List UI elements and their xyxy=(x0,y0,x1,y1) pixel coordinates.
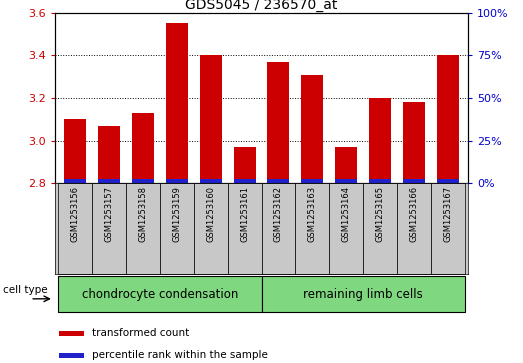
Bar xyxy=(234,147,256,183)
Bar xyxy=(166,23,188,183)
Bar xyxy=(403,102,425,183)
Bar xyxy=(369,98,391,183)
Text: GSM1253161: GSM1253161 xyxy=(240,186,249,242)
Bar xyxy=(329,183,363,274)
Bar xyxy=(59,331,84,336)
Bar xyxy=(166,179,188,183)
Bar xyxy=(301,74,323,183)
Bar xyxy=(369,179,391,183)
Bar xyxy=(92,183,126,274)
Bar xyxy=(234,179,256,183)
Bar xyxy=(267,179,289,183)
Text: GSM1253163: GSM1253163 xyxy=(308,186,317,242)
Bar xyxy=(58,183,92,274)
Bar xyxy=(58,276,262,312)
Bar xyxy=(98,126,120,183)
Bar xyxy=(267,62,289,183)
Bar xyxy=(262,183,295,274)
Bar xyxy=(397,183,431,274)
Text: GSM1253162: GSM1253162 xyxy=(274,186,283,242)
Bar xyxy=(228,183,262,274)
Text: GSM1253159: GSM1253159 xyxy=(173,186,181,242)
Text: transformed count: transformed count xyxy=(92,329,189,338)
Text: GSM1253160: GSM1253160 xyxy=(206,186,215,242)
Text: cell type: cell type xyxy=(3,285,47,295)
Bar xyxy=(403,179,425,183)
Bar xyxy=(437,56,459,183)
Text: percentile rank within the sample: percentile rank within the sample xyxy=(92,350,268,360)
Text: chondrocyte condensation: chondrocyte condensation xyxy=(82,287,238,301)
Text: GSM1253165: GSM1253165 xyxy=(376,186,384,242)
Text: GSM1253167: GSM1253167 xyxy=(444,186,452,242)
Text: remaining limb cells: remaining limb cells xyxy=(303,287,423,301)
Text: GSM1253157: GSM1253157 xyxy=(105,186,113,242)
Text: GSM1253166: GSM1253166 xyxy=(410,186,418,242)
Text: GSM1253158: GSM1253158 xyxy=(139,186,147,242)
Text: GSM1253164: GSM1253164 xyxy=(342,186,350,242)
Bar xyxy=(126,183,160,274)
Bar xyxy=(431,183,465,274)
Text: GSM1253156: GSM1253156 xyxy=(71,186,79,242)
Bar xyxy=(335,147,357,183)
Title: GDS5045 / 236570_at: GDS5045 / 236570_at xyxy=(185,0,338,12)
Bar xyxy=(335,179,357,183)
Bar xyxy=(98,179,120,183)
Bar xyxy=(437,179,459,183)
Bar xyxy=(200,179,222,183)
Bar xyxy=(295,183,329,274)
Bar xyxy=(301,179,323,183)
Bar xyxy=(64,119,86,183)
Bar xyxy=(262,276,465,312)
Bar xyxy=(200,56,222,183)
Bar xyxy=(363,183,397,274)
Bar xyxy=(132,179,154,183)
Bar xyxy=(194,183,228,274)
Bar xyxy=(160,183,194,274)
Bar xyxy=(132,113,154,183)
Bar xyxy=(59,353,84,358)
Bar xyxy=(64,179,86,183)
